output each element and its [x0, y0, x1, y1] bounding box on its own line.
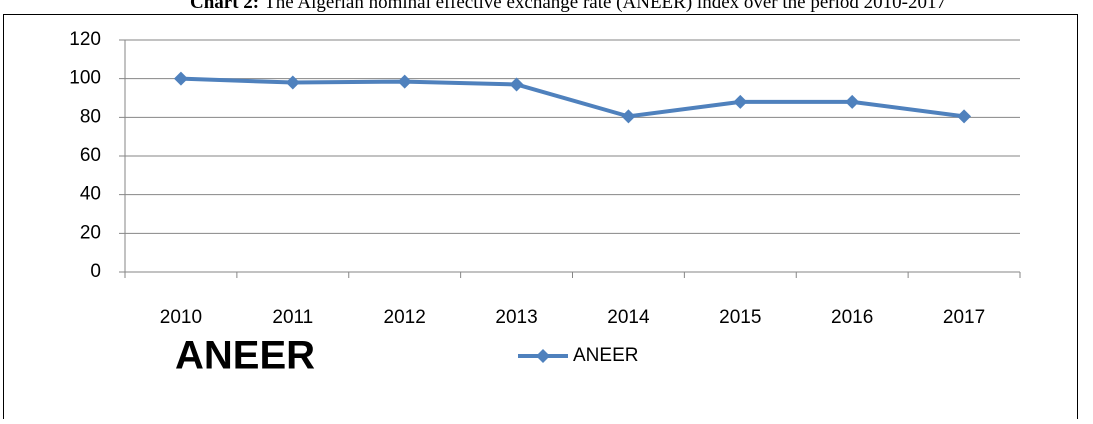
- series-line: [180, 76, 965, 119]
- legend-label: ANEER: [573, 345, 638, 366]
- point-marker: [957, 109, 972, 124]
- chart-title: Chart 2: The Algerian nominal effective e…: [190, 0, 946, 13]
- point-marker: [173, 71, 188, 86]
- x-tick-label: 2016: [831, 307, 873, 328]
- point-marker: [621, 109, 636, 124]
- point-marker: [397, 74, 412, 89]
- x-tick-label: 2014: [607, 307, 650, 328]
- chart-border: [3, 14, 1078, 424]
- y-tick-label: 20: [80, 222, 101, 243]
- annotation: ANEER: [175, 334, 315, 378]
- y-tick-label: 120: [69, 29, 101, 50]
- y-tick-label: 60: [80, 145, 101, 166]
- x-tick-label: 2013: [495, 307, 537, 328]
- x-tick-label: 2010: [160, 307, 202, 328]
- legend-marker: [536, 349, 550, 363]
- x-tick-label: 2015: [719, 307, 761, 328]
- y-tick-label: 0: [90, 261, 101, 282]
- y-tick-label: 80: [80, 106, 101, 127]
- point-marker: [285, 75, 300, 90]
- point-marker: [509, 77, 524, 92]
- title-label: Chart 2:: [190, 0, 259, 13]
- x-tick-label: 2012: [384, 307, 426, 328]
- point-marker: [733, 94, 748, 109]
- x-tick-label: 2017: [943, 307, 985, 328]
- title-text: The Algerian nominal effective exchange …: [264, 0, 946, 13]
- y-tick-label: 40: [80, 184, 101, 205]
- y-tick-label: 100: [69, 68, 101, 89]
- x-tick-label: 2011: [272, 307, 313, 328]
- point-marker: [845, 94, 860, 109]
